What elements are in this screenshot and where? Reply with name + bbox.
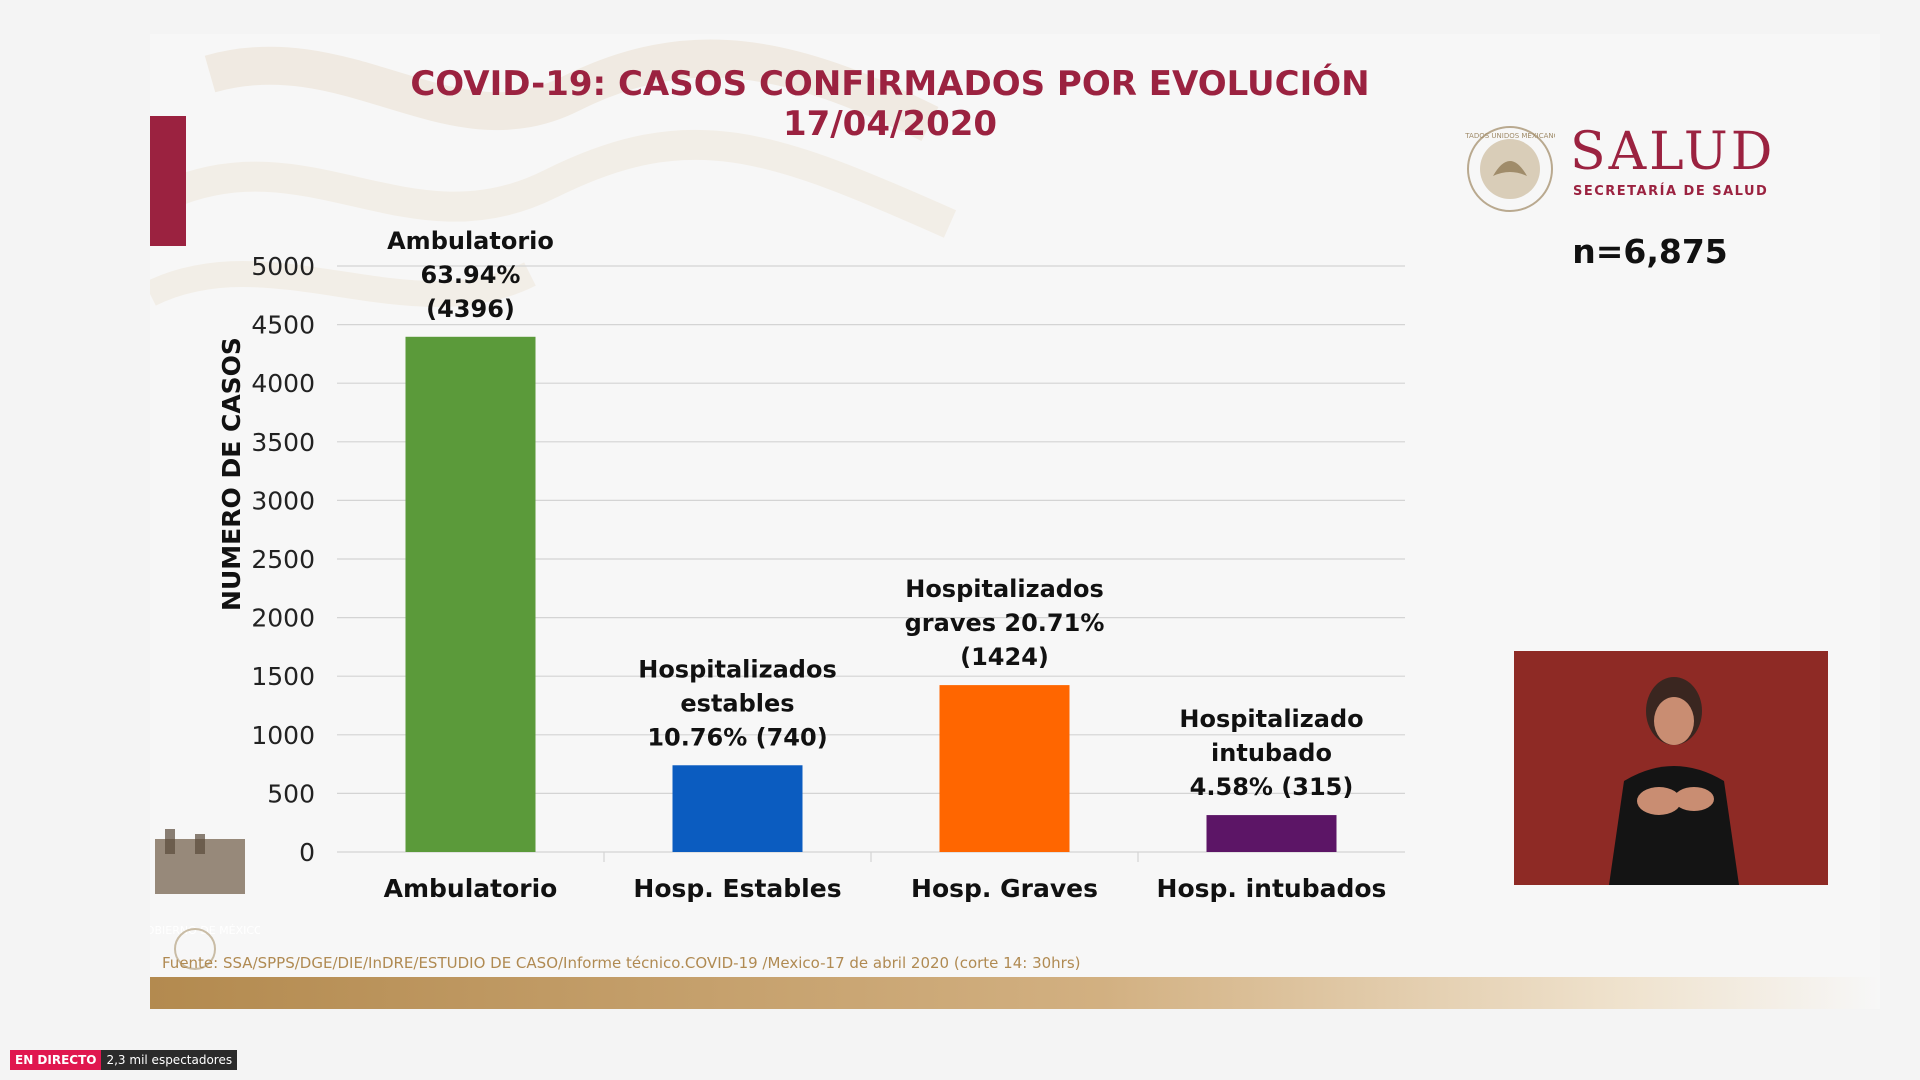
salud-wordmark: SALUD (1570, 122, 1776, 182)
y-tick-label: 3500 (251, 428, 315, 457)
y-tick-label: 2500 (251, 545, 315, 574)
gobierno-mexico-logo: GOBIERNO DE MÉXICO (150, 829, 260, 970)
bar-chart: 0 500 1000 1500 2000 2500 3000 3500 4000 4500 5000… (217, 227, 1405, 903)
y-tick-label: 3000 (251, 486, 315, 515)
bar-2 (672, 765, 803, 852)
total-cases: n=6,875 (1572, 232, 1728, 271)
y-tick-label: 4500 (251, 311, 315, 340)
footer-band (150, 977, 1880, 1009)
mexico-seal-icon: ESTADOS UNIDOS MEXICANOS (1465, 126, 1555, 212)
data-label: estables (680, 689, 794, 717)
viewer-count: 2,3 mil espectadores (101, 1050, 238, 1070)
source-note: Fuente: SSA/SPPS/DGE/DIE/InDRE/ESTUDIO D… (162, 954, 1081, 972)
interpreter-figure (1514, 651, 1828, 885)
y-tick-label: 1000 (251, 721, 315, 750)
x-tick-label: Hosp. Estables (633, 874, 841, 903)
data-label: intubado (1211, 739, 1332, 767)
title-line-1: COVID-19: CASOS CONFIRMADOS POR EVOLUCIÓ… (410, 64, 1370, 104)
gobierno-text: GOBIERNO DE MÉXICO (150, 924, 260, 937)
data-label: Hospitalizados (905, 575, 1104, 603)
chart-title: COVID-19: CASOS CONFIRMADOS POR EVOLUCIÓ… (360, 64, 1420, 144)
y-tick-label: 4000 (251, 369, 315, 398)
y-tick-label: 5000 (251, 252, 315, 281)
bar-4 (1206, 815, 1337, 852)
y-tick-label: 0 (299, 838, 315, 867)
x-tick-label: Hosp. intubados (1157, 874, 1387, 903)
x-tick-label: Ambulatorio (384, 874, 558, 903)
x-tick-label: Hosp. Graves (911, 874, 1098, 903)
data-label: (4396) (426, 295, 515, 323)
y-axis-label: NUMERO DE CASOS (217, 337, 246, 611)
data-label: Hospitalizado (1179, 705, 1363, 733)
background-pattern (150, 39, 957, 307)
bar-3 (939, 685, 1070, 852)
slide: COVID-19: CASOS CONFIRMADOS POR EVOLUCIÓ… (150, 34, 1880, 1009)
salud-logo: ESTADOS UNIDOS MEXICANOS SALUD SECRETARÍ… (1465, 114, 1825, 214)
y-tick-label: 500 (267, 779, 315, 808)
data-label: graves 20.71% (905, 609, 1105, 637)
data-label: Hospitalizados (638, 655, 837, 683)
data-label: 63.94% (421, 261, 521, 289)
y-tick-label: 1500 (251, 662, 315, 691)
data-label: 4.58% (315) (1190, 773, 1354, 801)
salud-subtitle: SECRETARÍA DE SALUD (1573, 184, 1769, 199)
live-status: EN DIRECTO 2,3 mil espectadores (10, 1050, 238, 1070)
sign-language-interpreter-video (1514, 651, 1828, 885)
live-badge: EN DIRECTO (10, 1050, 102, 1070)
y-tick-label: 2000 (251, 604, 315, 633)
data-label: 10.76% (740) (647, 723, 827, 751)
bar-1 (405, 336, 536, 852)
seal-text: ESTADOS UNIDOS MEXICANOS (1465, 132, 1555, 140)
data-label: Ambulatorio (387, 227, 554, 255)
accent-bar (150, 116, 186, 246)
title-date: 17/04/2020 (782, 104, 998, 144)
data-label: (1424) (960, 643, 1049, 671)
